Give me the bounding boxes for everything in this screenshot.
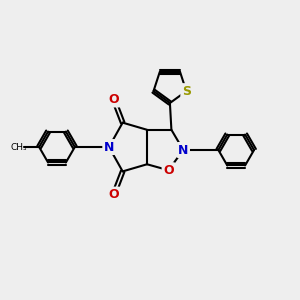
Text: S: S	[182, 85, 191, 98]
Text: O: O	[108, 188, 119, 201]
Text: N: N	[178, 143, 188, 157]
Text: CH₃: CH₃	[11, 142, 28, 152]
Text: O: O	[108, 93, 119, 106]
Text: N: N	[104, 140, 114, 154]
Text: O: O	[163, 164, 174, 177]
